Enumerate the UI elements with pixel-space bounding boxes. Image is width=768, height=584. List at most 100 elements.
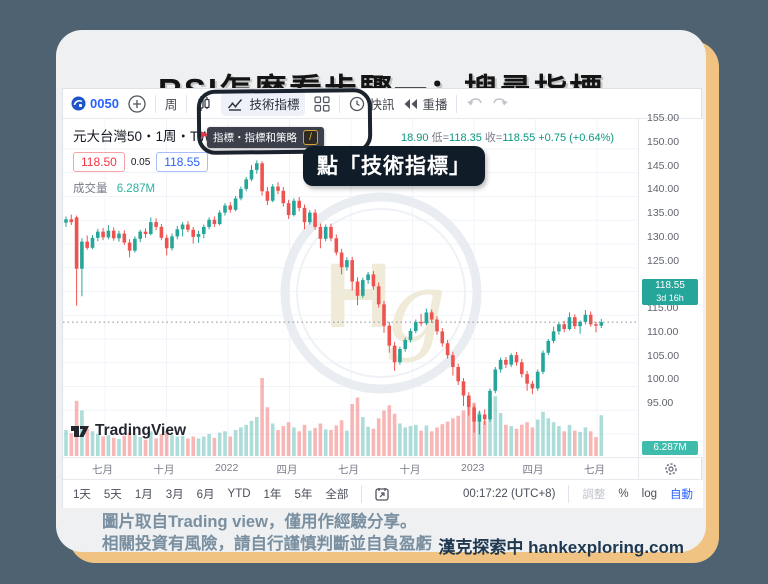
alert-clock-icon bbox=[349, 96, 365, 112]
last-price-value: 118.55 bbox=[655, 280, 685, 292]
volume-value: 6.287M bbox=[116, 183, 156, 195]
price-tick: 145.00 bbox=[647, 159, 680, 172]
range-all[interactable]: 全部 bbox=[325, 489, 349, 501]
flag-icon[interactable] bbox=[199, 130, 211, 143]
time-tick: 十月 bbox=[153, 464, 175, 476]
range-5d[interactable]: 5天 bbox=[103, 489, 122, 501]
hotkey-slash-icon: / bbox=[303, 130, 318, 145]
indicators-icon bbox=[227, 97, 244, 111]
svg-text:H: H bbox=[325, 245, 391, 347]
spread-value: 0.05 bbox=[130, 156, 151, 168]
volume-label: 成交量 bbox=[73, 183, 108, 195]
svg-text:g: g bbox=[385, 252, 446, 364]
disclaimer-text: 圖片取自Trading view，僅用作經驗分享。 相關投資有風險，請自行謹慎判… bbox=[102, 511, 522, 555]
replay-button[interactable]: 重播 bbox=[403, 94, 447, 113]
time-axis[interactable]: 七月 十月 2022 四月 七月 十月 2023 四月 七月 bbox=[63, 457, 638, 480]
toolbar-separator bbox=[339, 94, 341, 113]
symbol-title[interactable]: 元大台灣50・1周・TWSE bbox=[73, 129, 230, 144]
symbol-button-label: 0050 bbox=[90, 96, 119, 111]
tradingview-watermark[interactable]: TradingView bbox=[71, 422, 186, 440]
interval-button[interactable]: 周 bbox=[165, 94, 178, 113]
clock-utc[interactable]: 00:17:22 (UTC+8) bbox=[463, 488, 556, 500]
tradingview-logo-text: TradingView bbox=[95, 422, 187, 439]
indicators-tooltip: 指標・指標和策略 / bbox=[207, 127, 324, 148]
indicators-button-label: 技術指標 bbox=[249, 98, 300, 112]
instruction-callout: 點「技術指標」 bbox=[303, 146, 485, 186]
sell-price-box[interactable]: 118.50 bbox=[73, 152, 125, 172]
buy-price-box[interactable]: 118.55 bbox=[156, 152, 209, 172]
time-tick: 七月 bbox=[92, 464, 113, 476]
last-price-badge: 118.55 3d 16h bbox=[642, 279, 698, 306]
undo-button[interactable] bbox=[466, 97, 483, 110]
candles-style-icon bbox=[196, 95, 212, 112]
tooltip-text: 指標・指標和策略 bbox=[213, 132, 297, 144]
bar-countdown: 3d 16h bbox=[656, 293, 684, 304]
price-tick: 95.00 bbox=[647, 397, 674, 409]
ohlc-close-label: 收= bbox=[484, 132, 503, 144]
toolbar-separator bbox=[186, 94, 188, 113]
chart-toolbar: 0050 周 技術指標 bbox=[63, 89, 701, 119]
ohlc-high: 18.90 bbox=[401, 132, 429, 144]
range-1d[interactable]: 1天 bbox=[73, 489, 91, 501]
candlestick-chart: Hg bbox=[63, 119, 638, 457]
price-tick: 135.00 bbox=[647, 207, 680, 219]
ohlc-low-label: 低= bbox=[431, 132, 450, 144]
alert-button-label: 快訊 bbox=[369, 98, 395, 112]
plus-circle-icon bbox=[128, 94, 146, 113]
replay-button-label: 重播 bbox=[422, 98, 448, 112]
toolbar-separator bbox=[361, 485, 363, 503]
time-tick: 七月 bbox=[338, 464, 359, 476]
price-tick: 155.00 bbox=[647, 112, 680, 124]
toolbar-separator bbox=[456, 94, 458, 113]
disclaimer-line1: 圖片取自Trading view，僅用作經驗分享。 bbox=[102, 513, 417, 531]
grid-templates-icon bbox=[314, 95, 331, 112]
range-6m[interactable]: 6月 bbox=[196, 489, 215, 501]
compare-add-button[interactable] bbox=[128, 94, 146, 113]
tradingview-logo-icon bbox=[71, 423, 90, 440]
time-tick: 十月 bbox=[399, 464, 421, 476]
bottom-toolbar: 1天 5天 1月 3月 6月 YTD 1年 5年 全部 00:17:22 (UT… bbox=[63, 479, 703, 508]
symbol-overlay: 元大台灣50・1周・TWSE 118.50 0.05 118.55 成交量 6.… bbox=[73, 125, 229, 196]
replay-icon bbox=[403, 98, 418, 110]
site-brand: 漢克探索中 hankexploring.com bbox=[438, 538, 684, 557]
ohlc-low: 118.35 bbox=[449, 132, 482, 144]
goto-date-icon[interactable] bbox=[375, 487, 389, 501]
time-tick: 2023 bbox=[461, 462, 485, 474]
price-tick: 110.00 bbox=[647, 325, 679, 338]
price-axis[interactable]: 155.00 150.00 145.00 140.00 135.00 130.00 125.… bbox=[638, 112, 703, 457]
undo-icon bbox=[466, 97, 483, 110]
redo-button[interactable] bbox=[492, 97, 509, 110]
ohlc-close: 118.55 bbox=[502, 132, 536, 144]
toolbar-separator bbox=[154, 94, 156, 113]
time-tick: 四月 bbox=[522, 464, 544, 476]
disclaimer-line2: 相關投資有風險，請自行謹慎判斷並自負盈虧 bbox=[102, 535, 432, 553]
range-5y[interactable]: 5年 bbox=[294, 489, 313, 501]
range-ytd[interactable]: YTD bbox=[227, 488, 251, 500]
price-tick: 150.00 bbox=[647, 135, 680, 148]
range-1m[interactable]: 1月 bbox=[134, 489, 153, 501]
time-tick: 四月 bbox=[276, 464, 298, 476]
alert-button[interactable]: 快訊 bbox=[349, 94, 394, 113]
volume-badge-value: 6.287M bbox=[653, 442, 687, 453]
toolbar-separator bbox=[568, 485, 570, 503]
volume-badge: 6.287M bbox=[642, 441, 698, 455]
indicators-button[interactable]: 技術指標 bbox=[221, 91, 306, 116]
symbol-button[interactable]: 0050 bbox=[71, 96, 119, 111]
price-tick: 140.00 bbox=[647, 183, 680, 196]
price-tick: 125.00 bbox=[647, 254, 680, 267]
interval-label: 周 bbox=[164, 98, 178, 112]
range-1y[interactable]: 1年 bbox=[263, 489, 282, 501]
chart-style-button[interactable] bbox=[196, 95, 212, 112]
range-3m[interactable]: 3月 bbox=[165, 489, 184, 501]
log-scale-toggle[interactable]: log bbox=[641, 488, 657, 500]
ohlc-change: +0.75 (+0.64%) bbox=[538, 132, 615, 144]
axis-settings-cell[interactable] bbox=[638, 457, 703, 480]
adjust-toggle[interactable]: 調整 bbox=[582, 489, 606, 501]
time-tick: 七月 bbox=[584, 464, 605, 476]
gear-icon bbox=[664, 462, 678, 476]
percent-scale-toggle[interactable]: % bbox=[618, 488, 629, 500]
auto-scale-toggle[interactable]: 自動 bbox=[670, 489, 693, 501]
redo-icon bbox=[492, 97, 509, 110]
indicator-templates-button[interactable] bbox=[314, 95, 331, 112]
